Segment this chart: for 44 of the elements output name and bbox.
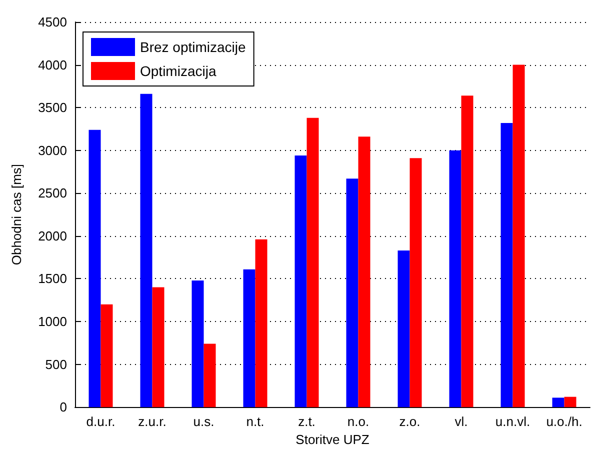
y-tick-label: 3000 <box>38 142 67 158</box>
bar <box>552 398 564 408</box>
bar <box>255 239 268 408</box>
x-tick-label: u.s. <box>193 414 214 430</box>
bar <box>306 118 319 408</box>
bar <box>294 156 307 408</box>
x-tick-label: z.t. <box>298 414 316 430</box>
y-tick-label: 2500 <box>38 186 67 201</box>
legend-label: Brez optimizacije <box>140 39 246 55</box>
x-tick-label: z.o. <box>399 414 420 430</box>
y-tick-label: 1500 <box>38 271 67 286</box>
bar <box>243 269 256 408</box>
bar <box>564 396 576 408</box>
x-tick-label: z.u.r. <box>138 414 166 430</box>
x-tick-label: vl. <box>454 414 468 430</box>
y-tick-label: 0 <box>60 400 67 415</box>
y-tick-label: 4000 <box>38 57 67 72</box>
bar <box>410 158 422 408</box>
x-tick-label: n.t. <box>246 414 264 430</box>
y-tick-label: 2000 <box>38 228 67 244</box>
bar <box>140 94 152 408</box>
bar <box>461 96 474 408</box>
bar <box>100 304 113 408</box>
x-axis-title: Storitve UPZ <box>296 432 370 447</box>
bar <box>346 178 358 408</box>
bar <box>398 250 410 408</box>
bar <box>358 136 370 408</box>
bar <box>152 287 164 408</box>
bar <box>204 344 216 408</box>
bar <box>500 122 513 408</box>
y-tick-label: 3500 <box>38 100 67 116</box>
bar <box>88 130 101 408</box>
y-axis-title: Obhodni cas [ms] <box>9 164 24 266</box>
bar <box>192 280 204 408</box>
bar <box>512 64 525 408</box>
bar <box>449 150 462 408</box>
legend-label: Optimizacija <box>140 63 216 79</box>
y-tick-label: 4500 <box>38 14 67 30</box>
x-tick-label: d.u.r. <box>86 414 116 430</box>
x-tick-label: u.n.vl. <box>495 414 530 430</box>
x-tick-label: u.o./h. <box>546 414 582 430</box>
y-tick-label: 1000 <box>38 314 67 330</box>
x-tick-label: n.o. <box>347 414 370 430</box>
y-tick-label: 500 <box>45 356 67 372</box>
